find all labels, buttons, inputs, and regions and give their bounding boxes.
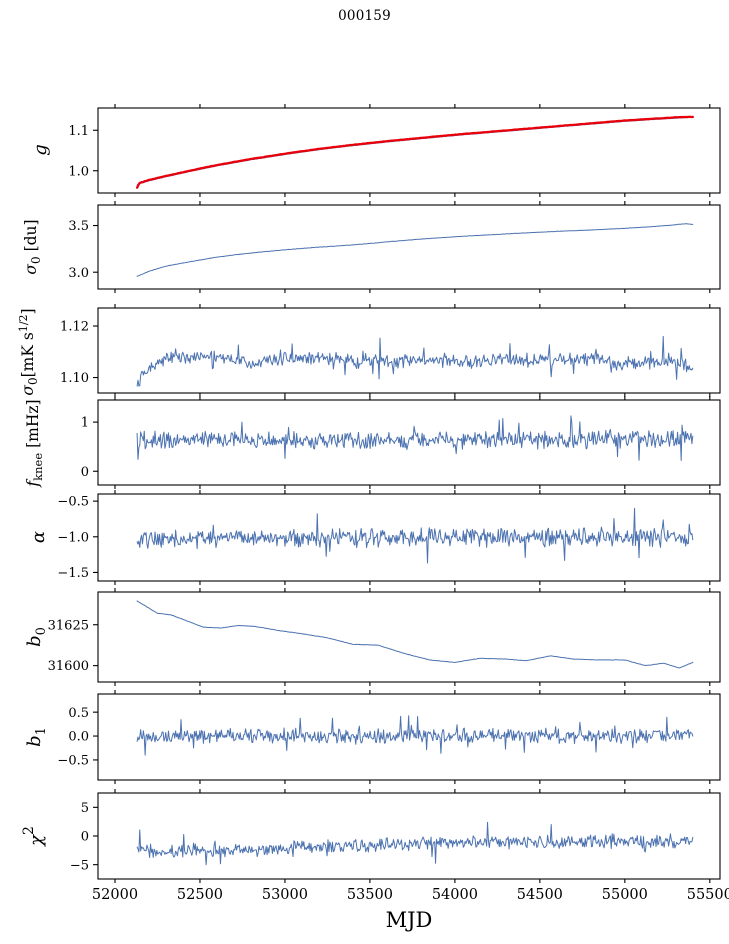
series-gain-fit bbox=[135, 115, 694, 189]
y-tick-label: −0.5 bbox=[57, 495, 89, 510]
y-tick-label: 0.5 bbox=[68, 706, 89, 721]
ylabel-sigma0-mk: σ0[mK s1/2] bbox=[17, 308, 40, 395]
ylabel-chi2: χ2 bbox=[21, 826, 47, 848]
x-tick-label: 53000 bbox=[262, 887, 308, 903]
ylabel-sigma0-du: σ0 [du] bbox=[22, 219, 43, 274]
panel-sigma0-mk: 1.10 1.12 bbox=[60, 304, 721, 397]
x-axis-title: MJD bbox=[386, 908, 433, 932]
ylabel-alpha: α bbox=[28, 531, 49, 543]
panel-frame bbox=[97, 493, 721, 582]
y-tick-label: 0.0 bbox=[68, 730, 89, 745]
y-tick-label: −0.5 bbox=[57, 754, 89, 769]
y-tick-label: 1.12 bbox=[60, 320, 89, 335]
y-tick-label: 1.0 bbox=[68, 164, 89, 179]
y-tick-label: 0 bbox=[81, 465, 89, 480]
y-tick-label: 1.10 bbox=[60, 371, 89, 386]
ylabel-b0: b0 bbox=[24, 627, 49, 647]
panel-b0: 31600 31625 bbox=[48, 588, 721, 686]
series-b1 bbox=[136, 715, 694, 756]
y-tick-label: 0 bbox=[81, 830, 89, 845]
x-tick-label: 53500 bbox=[347, 887, 393, 903]
panel-frame bbox=[97, 204, 721, 290]
x-tick-label: 54500 bbox=[517, 887, 563, 903]
svg-text:σ0[mK s1/2]: σ0[mK s1/2] bbox=[17, 308, 40, 395]
svg-text:g: g bbox=[30, 144, 51, 156]
panel-gain: 1.0 1.1 bbox=[68, 104, 721, 197]
y-tick-label: −1.0 bbox=[57, 530, 89, 545]
y-tick-label: 1 bbox=[81, 416, 89, 431]
x-tick-label: 52500 bbox=[177, 887, 223, 903]
ylabel-b1: b1 bbox=[24, 727, 49, 747]
panel-frame bbox=[97, 107, 721, 194]
panel-frame bbox=[97, 399, 721, 486]
x-tick-label: 52000 bbox=[92, 887, 138, 903]
panel-frame bbox=[97, 792, 721, 880]
y-tick-label: 31625 bbox=[48, 618, 89, 633]
x-tick-label: 55500 bbox=[687, 887, 729, 903]
panel-frame bbox=[97, 591, 721, 683]
y-tick-label: 31600 bbox=[48, 659, 89, 674]
x-tick-label: 55000 bbox=[602, 887, 648, 903]
figure-title: 000159 bbox=[338, 8, 391, 24]
y-tick-label: 3.0 bbox=[68, 266, 89, 281]
svg-text:b1: b1 bbox=[24, 727, 49, 747]
ylabel-gain: g bbox=[30, 144, 51, 156]
series-gain bbox=[136, 116, 694, 186]
series-fknee bbox=[136, 415, 694, 462]
y-tick-label: 1.1 bbox=[68, 124, 89, 139]
y-tick-label: 5 bbox=[81, 801, 89, 816]
series-sigma0_du bbox=[136, 223, 694, 277]
y-tick-label: −1.5 bbox=[57, 566, 89, 581]
series-sigma0_mk bbox=[136, 335, 694, 387]
series-chi2 bbox=[136, 821, 694, 866]
ylabel-fknee: fknee [mHz] bbox=[24, 399, 45, 487]
panel-b1: 0.5 0.0 −0.5 bbox=[57, 690, 721, 784]
panel-sigma0-du: 3.0 3.5 bbox=[68, 201, 721, 293]
series-alpha bbox=[136, 507, 694, 564]
panel-frame bbox=[97, 307, 721, 394]
svg-text:χ2: χ2 bbox=[21, 826, 47, 848]
y-tick-label: −5 bbox=[70, 858, 89, 873]
x-tick-label: 54000 bbox=[432, 887, 478, 903]
svg-text:b0: b0 bbox=[24, 627, 49, 647]
panel-alpha: −0.5 −1.0 −1.5 bbox=[57, 490, 721, 585]
svg-text:σ0 [du]: σ0 [du] bbox=[22, 219, 43, 274]
y-tick-label: 3.5 bbox=[68, 219, 89, 234]
svg-text:α: α bbox=[28, 531, 49, 543]
panel-chi2: 5 0 −5 bbox=[70, 789, 721, 883]
panel-frame bbox=[97, 693, 721, 781]
svg-text:fknee [mHz]: fknee [mHz] bbox=[24, 399, 45, 487]
series-b0 bbox=[136, 600, 694, 669]
panel-fknee: 01 bbox=[81, 396, 721, 489]
